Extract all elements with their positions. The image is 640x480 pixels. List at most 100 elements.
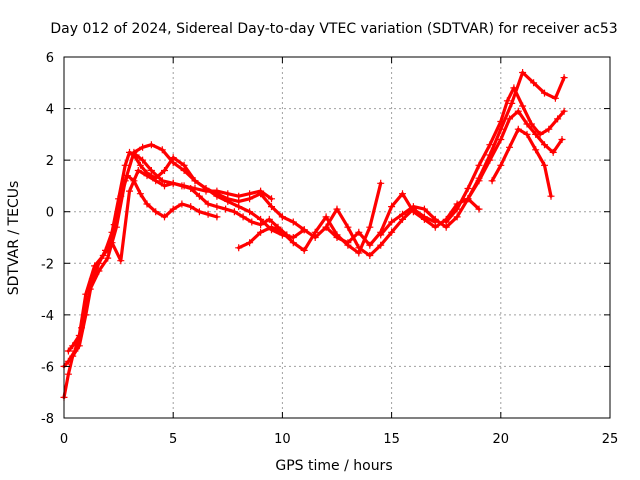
data-point [139, 143, 147, 151]
data-point [453, 213, 461, 221]
x-axis-label: GPS time / hours [275, 458, 392, 474]
series-trace [62, 143, 306, 368]
data-point [475, 205, 483, 213]
data-point [558, 136, 566, 143]
y-tick-label: 0 [46, 206, 54, 221]
data-point [213, 213, 221, 221]
data-point [497, 118, 505, 125]
data-point [355, 244, 363, 252]
data-point [195, 208, 203, 216]
data-point [136, 161, 144, 169]
data-point [180, 161, 188, 169]
data-point [169, 179, 177, 187]
data-point [222, 205, 230, 213]
data-point [506, 115, 513, 123]
y-tick-label: 6 [46, 51, 54, 66]
data-point [64, 370, 72, 378]
data-point [161, 213, 168, 221]
data-point [121, 161, 129, 169]
data-point [248, 218, 256, 226]
data-point [322, 213, 330, 221]
data-point [464, 185, 472, 192]
data-point [497, 161, 505, 169]
x-tick-label: 25 [602, 432, 619, 447]
data-point [152, 174, 160, 182]
series-sat-12 [488, 125, 555, 200]
y-axis-label: SDTVAR / TECUs [6, 181, 22, 296]
data-point [514, 107, 522, 115]
data-point [333, 234, 341, 241]
data-point [547, 192, 555, 200]
data-point [117, 192, 125, 200]
data-point [322, 223, 330, 231]
data-point [224, 195, 232, 203]
data-point [178, 200, 186, 208]
data-point [230, 208, 238, 216]
data-point [204, 210, 212, 218]
data-point [64, 347, 72, 355]
data-point [420, 205, 428, 213]
data-point [268, 223, 275, 231]
data-point [75, 332, 83, 339]
data-point [514, 125, 522, 133]
data-point [289, 239, 297, 247]
data-point [82, 290, 90, 298]
data-point [532, 146, 540, 154]
data-point [497, 136, 505, 143]
data-point [246, 208, 254, 216]
series-trace [444, 86, 566, 224]
data-point [204, 200, 212, 208]
plot-frame [63, 56, 611, 419]
data-point [71, 347, 79, 355]
data-point [130, 151, 138, 159]
series-trace [490, 127, 553, 198]
x-tick-label: 0 [60, 432, 68, 447]
data-point [257, 228, 265, 236]
data-point [366, 241, 374, 249]
data-point [541, 89, 548, 97]
series-trace [62, 150, 274, 399]
data-point [366, 223, 374, 231]
data-point [152, 208, 160, 216]
data-point [554, 115, 562, 123]
x-axis-ticks: 0 5 10 15 20 25 [60, 57, 618, 447]
x-tick-label: 15 [383, 432, 400, 447]
data-point [123, 172, 131, 180]
data-point [530, 79, 538, 87]
data-point [506, 143, 513, 151]
data-point [187, 185, 195, 192]
data-point [377, 241, 385, 249]
data-point [508, 99, 516, 107]
data-point [178, 182, 186, 190]
y-tick-label: -2 [41, 257, 54, 272]
data-point [117, 257, 125, 265]
y-tick-label: 4 [46, 103, 54, 118]
data-point [202, 185, 210, 192]
data-point [130, 177, 138, 185]
data-point [213, 190, 221, 198]
data-point [431, 215, 439, 223]
y-axis-ticks: -8 -6 -4 -2 0 2 4 6 [41, 51, 610, 427]
data-point [551, 94, 559, 102]
data-point [344, 239, 352, 247]
data-point [523, 130, 531, 138]
data-point [344, 223, 352, 231]
data-point [388, 228, 396, 236]
data-point [519, 69, 527, 76]
data-point [268, 195, 275, 203]
data-point [541, 161, 548, 169]
series-sat-2 [60, 141, 308, 370]
data-point [532, 130, 540, 138]
data-point [235, 244, 243, 252]
data-point [239, 213, 247, 221]
data-point [104, 246, 112, 254]
data-point [195, 192, 203, 200]
data-point [523, 120, 531, 128]
data-point [134, 167, 142, 174]
data-point [289, 218, 297, 226]
data-point [300, 226, 308, 234]
series-sat-5 [130, 151, 286, 221]
data-point [409, 203, 417, 211]
data-point [377, 179, 385, 187]
series-sat-4 [104, 172, 221, 254]
